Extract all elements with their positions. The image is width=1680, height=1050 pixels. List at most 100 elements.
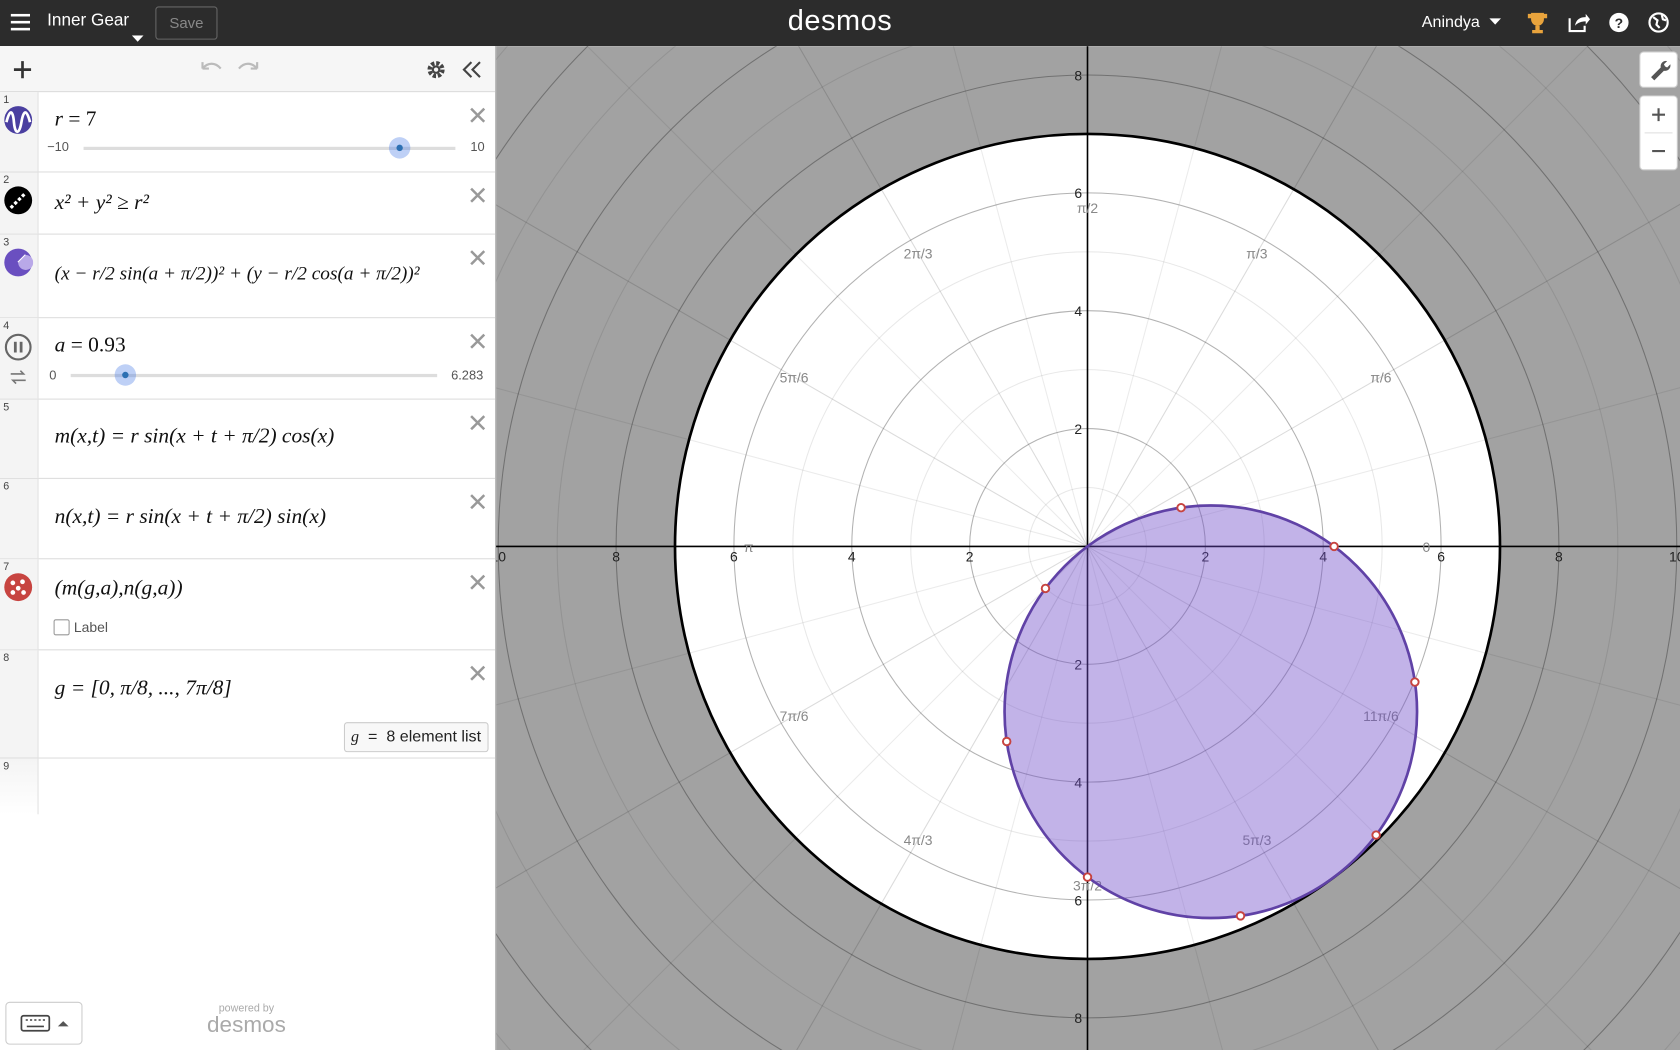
save-button[interactable]: Save	[155, 6, 218, 40]
expression-icon[interactable]	[3, 572, 33, 602]
zoom-icons	[1644, 108, 1673, 153]
slider-value: 0.93	[88, 333, 126, 357]
point	[1329, 541, 1339, 552]
angle-label: π/3	[1246, 245, 1267, 261]
expression-row[interactable]: 1 r = 7 ✕ −10 10	[0, 92, 496, 173]
expression-icon[interactable]	[3, 105, 33, 135]
y-tick-label: 2	[1074, 657, 1082, 673]
undo-redo[interactable]	[199, 59, 263, 78]
svg-text:?: ?	[1615, 15, 1624, 31]
delete-button[interactable]: ✕	[467, 327, 489, 357]
graph-settings-button[interactable]	[1639, 51, 1678, 88]
row-index: 5	[3, 401, 10, 414]
polar-grid-ray	[1087, 545, 1680, 890]
graph-paper[interactable]: 10 8 6 4 2 2 4 6 8 10 8 6 4 2 2 4 6 8 0 π/6 π/3 π/2 2π/3 5π/6 π 7…	[496, 46, 1680, 1050]
delete-button[interactable]: ✕	[467, 568, 489, 598]
zoom-controls[interactable]	[1639, 95, 1678, 171]
logo[interactable]: desmos	[787, 4, 893, 37]
toolbar	[0, 46, 496, 93]
slider-track[interactable]	[70, 373, 438, 378]
polar-grid-ray	[1087, 387, 1680, 547]
angle-label: 4π/3	[904, 832, 933, 848]
angle-label: π	[744, 539, 754, 555]
row-index: 6	[3, 481, 10, 493]
expression-row[interactable]: 7 (m(g,a),n(g,a)) ✕ Label	[0, 559, 496, 651]
add-button[interactable]	[13, 60, 32, 79]
slider-thumb[interactable]	[114, 364, 136, 386]
delete-button[interactable]: ✕	[467, 101, 489, 131]
expression: n(x,t) = r sin(x + t + π/2) sin(x)	[54, 504, 326, 529]
expression-row[interactable]: 5 m(x,t) = r sin(x + t + π/2) cos(x) ✕	[0, 399, 496, 479]
operator: =	[68, 107, 81, 131]
keyboard-button[interactable]	[5, 1001, 83, 1045]
angle-label: 5π/6	[780, 369, 809, 385]
delete-button[interactable]: ✕	[467, 182, 489, 212]
language-icon[interactable]	[1647, 11, 1671, 35]
result-count: 8	[386, 727, 396, 746]
angle-label: π/6	[1370, 369, 1391, 385]
expression: (x − r/2 sin(a + π/2))² + (y − r/2 cos(a…	[54, 262, 420, 284]
angle-label: 7π/6	[780, 708, 809, 724]
expression: x² + y² ≥ r²	[54, 190, 149, 215]
slider-min: −10	[47, 139, 69, 155]
y-tick-label: 6	[1074, 185, 1082, 201]
trophy-icon[interactable]	[1526, 11, 1550, 35]
settings-button[interactable]	[425, 59, 446, 80]
angle-label: 2π/3	[904, 245, 933, 261]
y-tick-label: 4	[1074, 303, 1082, 319]
inner-gear-disk	[1003, 504, 1419, 920]
expression-row[interactable]: 4 a = 0.93 ✕ 0 6.283	[0, 318, 496, 400]
share-icon[interactable]	[1566, 11, 1591, 35]
x-tick-label: 4	[848, 548, 856, 564]
footer-logo[interactable]: desmos	[207, 1012, 286, 1038]
x-tick-label: 8	[612, 548, 620, 564]
row-index: 7	[3, 561, 10, 574]
polar-grid-ray	[586, 46, 1088, 547]
polar-grid-ray	[1087, 46, 1378, 547]
title-dropdown[interactable]	[131, 35, 145, 44]
row-index: 4	[3, 320, 10, 333]
expression-row[interactable]: 8 g = [0, π/8, ..., 7π/8] ✕ g = 8 elemen…	[0, 650, 496, 759]
collapse-button[interactable]	[462, 60, 483, 79]
expression-icon[interactable]	[3, 248, 34, 278]
user-dropdown[interactable]	[1489, 18, 1502, 27]
delete-button[interactable]: ✕	[467, 488, 489, 518]
point	[1410, 677, 1420, 687]
delete-button[interactable]: ✕	[467, 660, 489, 689]
polar-grid-ray	[496, 204, 1088, 547]
y-tick-label: 2	[1074, 421, 1082, 437]
wrench-icon	[1651, 60, 1671, 81]
expression-row[interactable]: 9	[0, 758, 495, 815]
row-index: 9	[3, 760, 10, 773]
graph-title[interactable]: Inner Gear	[47, 11, 130, 31]
play-controls[interactable]	[4, 333, 32, 385]
expression-row[interactable]: 2 x² + y² ≥ r² ✕	[0, 172, 496, 235]
operator: =	[70, 333, 83, 357]
x-tick-label: 2	[1201, 548, 1209, 564]
polar-grid-ray	[1087, 546, 1592, 1050]
point	[1176, 502, 1186, 513]
slider-thumb[interactable]	[388, 137, 411, 159]
x-tick-label: 2	[966, 548, 974, 564]
delete-button[interactable]: ✕	[467, 244, 489, 274]
angle-label: π/2	[1077, 200, 1098, 216]
expression-row[interactable]: 6 n(x,t) = r sin(x + t + π/2) sin(x) ✕	[0, 478, 496, 560]
result-unit: element list	[399, 727, 482, 746]
label-checkbox[interactable]	[53, 619, 70, 636]
result-op: =	[368, 727, 378, 746]
expression-panel: 1 r = 7 ✕ −10 10 2 x² + y² ≥ r² ✕ 3 (x −…	[0, 46, 497, 1050]
help-icon[interactable]: ?	[1607, 11, 1631, 35]
delete-button[interactable]: ✕	[467, 409, 489, 439]
expression-icon[interactable]	[3, 185, 33, 215]
menu-icon[interactable]	[10, 13, 32, 32]
expression-row[interactable]: 3 (x − r/2 sin(a + π/2))² + (y − r/2 cos…	[0, 234, 496, 319]
user-menu[interactable]: Anindya	[1421, 12, 1480, 32]
circle-r	[673, 132, 1502, 961]
polar-grid-ray	[1087, 546, 1379, 1050]
slider-track[interactable]	[83, 146, 456, 151]
angle-label: 5π/3	[1242, 832, 1271, 848]
x-tick-label: 8	[1555, 548, 1563, 564]
expression: g = [0, π/8, ..., 7π/8]	[54, 676, 232, 700]
